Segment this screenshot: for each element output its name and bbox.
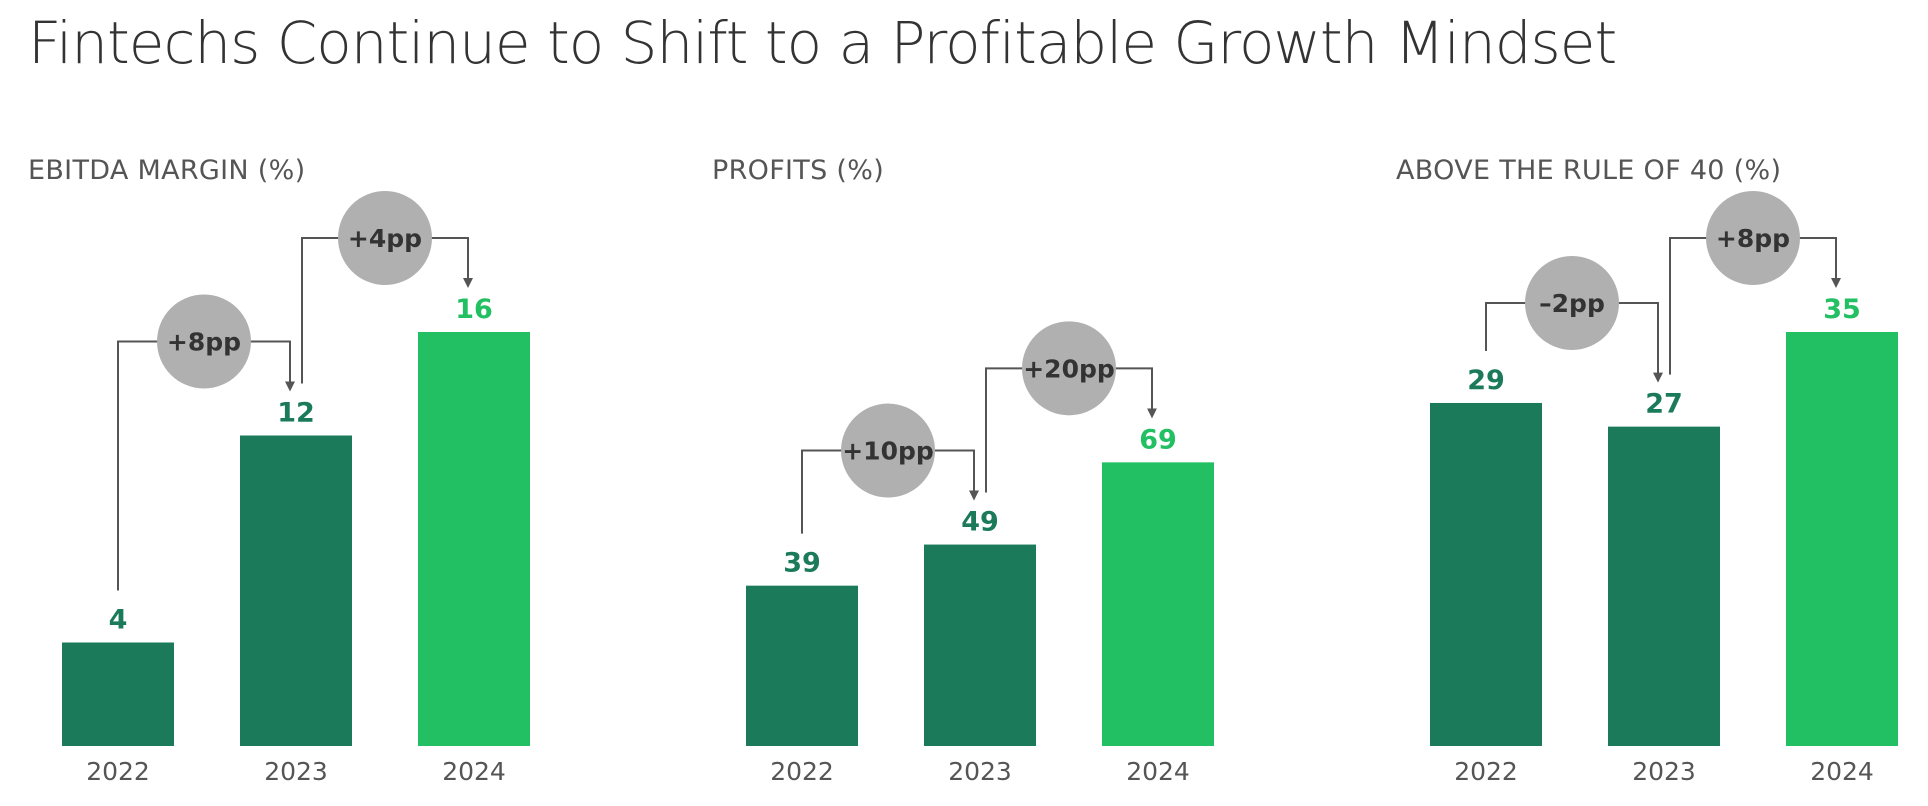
x-tick-label: 2024: [1810, 757, 1874, 786]
delta-bubble: [1525, 255, 1619, 350]
bar-2023: [240, 435, 352, 746]
value-label-2023: 12: [277, 398, 315, 429]
x-tick-label: 2023: [948, 757, 1012, 786]
bar-2022: [62, 642, 174, 746]
value-label-2023: 27: [1645, 389, 1683, 420]
delta-bubble: [1706, 191, 1800, 285]
value-label-2023: 49: [961, 507, 999, 538]
x-tick-label: 2022: [86, 757, 150, 786]
chart-above-rule-of-40: 29 2022 27 2023 35 2024 –2pp +8pp: [1430, 191, 1898, 786]
chart-ebitda-margin: 4 2022 12 2023 16 2024 +8pp +4pp: [62, 191, 530, 786]
delta-label: +8pp: [1716, 224, 1790, 253]
delta-bubble: [157, 294, 251, 389]
value-label-2024: 69: [1139, 424, 1177, 455]
bar-2024: [418, 332, 530, 746]
delta-bubble: [1022, 321, 1116, 416]
bar-2023: [924, 544, 1036, 746]
delta-label: +10pp: [842, 437, 934, 466]
value-label-2022: 4: [109, 605, 128, 636]
x-tick-label: 2024: [1126, 757, 1190, 786]
chart-title: ABOVE THE RULE OF 40 (%): [1396, 155, 1782, 186]
x-tick-label: 2023: [264, 757, 328, 786]
x-tick-label: 2024: [442, 757, 506, 786]
value-label-2022: 39: [783, 548, 821, 579]
x-tick-label: 2022: [1454, 757, 1518, 786]
delta-label: +8pp: [167, 328, 241, 357]
delta-label: –2pp: [1539, 289, 1605, 318]
bar-2024: [1786, 332, 1898, 746]
x-tick-label: 2023: [1632, 757, 1696, 786]
chart-title: EBITDA MARGIN (%): [28, 155, 306, 186]
bar-2024: [1102, 462, 1214, 746]
chart-profits: 39 2022 49 2023 69 2024 +10pp +20pp: [746, 321, 1214, 786]
delta-bubble: [841, 403, 935, 498]
value-label-2024: 16: [455, 294, 493, 325]
x-tick-label: 2022: [770, 757, 834, 786]
bar-2023: [1608, 426, 1720, 746]
value-label-2022: 29: [1467, 365, 1505, 396]
delta-label: +4pp: [348, 224, 422, 253]
delta-label: +20pp: [1023, 354, 1115, 383]
bar-2022: [1430, 402, 1542, 746]
value-label-2024: 35: [1823, 294, 1861, 325]
chart-title: PROFITS (%): [712, 155, 885, 186]
bar-2022: [746, 585, 858, 746]
page-title: Fintechs Continue to Shift to a Profitab…: [28, 9, 1617, 77]
delta-bubble: [338, 191, 432, 285]
